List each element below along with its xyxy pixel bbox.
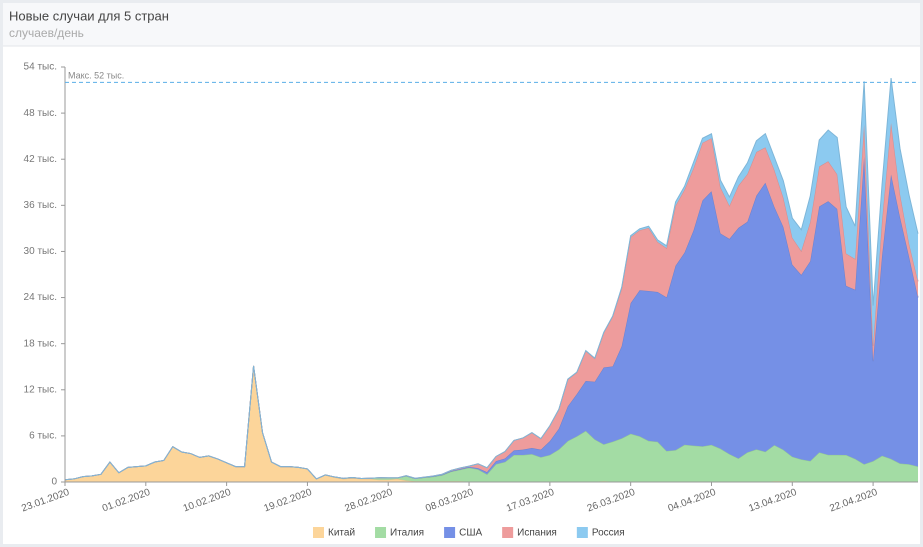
legend-label: Россия [592,528,625,539]
legend-label: Испания [517,528,557,539]
legend-swatch [444,527,456,538]
legend-swatch [502,527,514,538]
legend-swatch [576,527,588,538]
legend-label: США [459,528,482,539]
legend-swatch [313,527,324,538]
chart-subtitle: случаев/день [9,26,84,40]
max-label: Макс. 52 тыс. [68,71,124,81]
y-tick-label: 18 тыс. [24,338,57,349]
y-tick-label: 24 тыс. [24,292,57,303]
y-tick-label: 54 тыс. [24,62,57,73]
y-tick-label: 12 тыс. [24,384,57,395]
legend-swatch [375,527,387,538]
area [65,365,918,482]
legend-label: Китай [328,528,355,539]
legend-label: Италия [390,528,424,539]
area-edge [64,78,919,481]
y-tick-label: 0 [51,477,57,488]
header [3,3,920,46]
chart-title: Новые случаи для 5 стран [9,8,169,23]
y-tick-label: 42 тыс. [24,154,57,165]
area [65,156,918,480]
y-tick-label: 36 тыс. [24,200,57,211]
y-tick-label: 30 тыс. [24,246,57,257]
y-tick-label: 6 тыс. [29,431,57,442]
area [65,365,918,482]
y-tick-label: 48 тыс. [24,108,57,119]
